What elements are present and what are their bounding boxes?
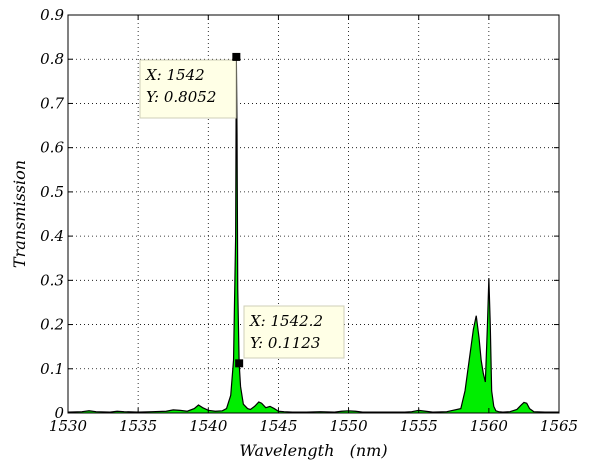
- x-tick-label: 1560: [470, 417, 509, 435]
- x-tick-label: 1565: [540, 417, 578, 435]
- y-tick-label: 0.7: [40, 94, 64, 112]
- tick-labels: 1530 1535 1540 1545 1550 1555 1560 1565 0 0.1 0.2 0…: [40, 6, 578, 435]
- x-tick-label: 1545: [259, 417, 297, 435]
- x-axis-label: Wavelength (nm): [239, 441, 387, 460]
- axes-box: [67, 14, 560, 414]
- y-tick-label: 0.8: [40, 50, 64, 68]
- data-tip-marker[interactable]: [235, 359, 244, 368]
- y-axis-label: Transmission: [10, 160, 29, 268]
- data-tip-marker[interactable]: [232, 52, 241, 61]
- data-tip-x: X: 1542.2: [249, 312, 323, 330]
- y-tick-label: 0.4: [40, 227, 64, 245]
- data-tip-y: Y: 0.8052: [146, 88, 216, 106]
- data-tips: X: 1542 Y: 0.8052 X: 1542.2 Y: 0.1123: [139, 52, 345, 368]
- y-tick-label: 0.2: [40, 316, 64, 334]
- data-tip[interactable]: X: 1542.2 Y: 0.1123: [235, 305, 345, 368]
- data-tip-y: Y: 0.1123: [250, 334, 320, 352]
- y-tick-label: 0.5: [40, 183, 64, 201]
- y-tick-label: 0.1: [40, 360, 64, 378]
- data-tip-x: X: 1542: [145, 66, 205, 84]
- data-tip[interactable]: X: 1542 Y: 0.8052: [139, 52, 241, 119]
- x-tick-label: 1535: [119, 417, 157, 435]
- x-tick-label: 1540: [189, 417, 228, 435]
- transmission-line: [67, 56, 559, 413]
- y-tick-label: 0.9: [40, 6, 64, 24]
- x-tick-label: 1530: [49, 417, 88, 435]
- x-tick-label: 1555: [400, 417, 438, 435]
- data-area: [67, 56, 559, 414]
- data-tip-box: [243, 305, 345, 359]
- x-tick-label: 1550: [329, 417, 368, 435]
- y-tick-label: 0.6: [40, 139, 64, 157]
- y-tick-label: 0: [54, 404, 64, 422]
- y-tick-label: 0.3: [40, 271, 64, 289]
- axis-ticks: [67, 14, 560, 414]
- data-tip-box: [139, 59, 237, 119]
